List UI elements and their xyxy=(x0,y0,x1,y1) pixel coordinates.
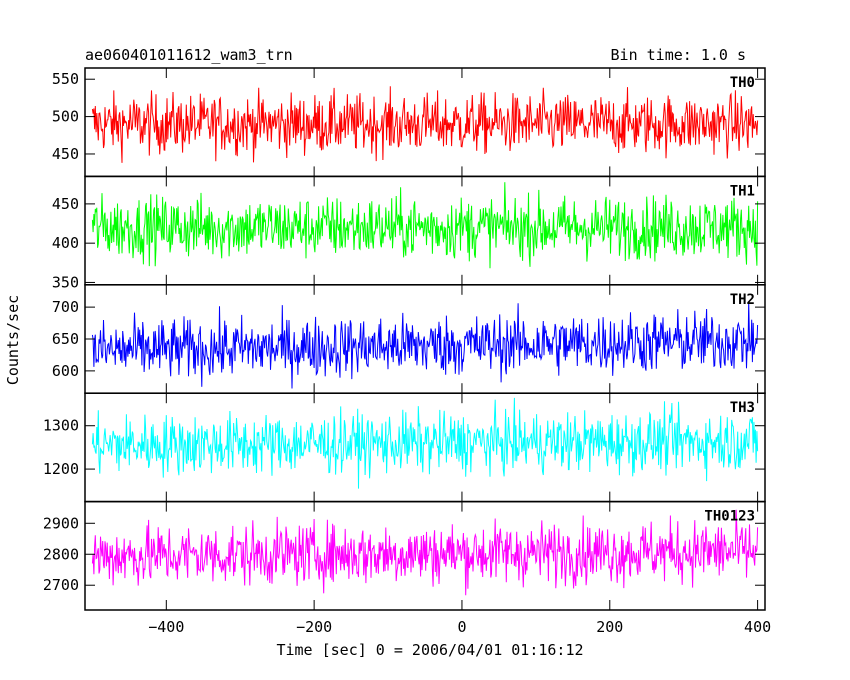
x-tick-label: 0 xyxy=(457,618,466,636)
y-tick-label: 450 xyxy=(52,195,79,213)
y-tick-label: 650 xyxy=(52,330,79,348)
x-axis-title: Time [sec] 0 = 2006/04/01 01:16:12 xyxy=(276,641,583,659)
series-line-th2 xyxy=(91,301,759,389)
chart-title: ae060401011612_wam3_trn xyxy=(85,46,293,64)
y-tick-label: 400 xyxy=(52,234,79,252)
x-tick-label: 400 xyxy=(744,618,771,636)
x-tick-label: 200 xyxy=(596,618,623,636)
panel-label-th1: TH1 xyxy=(730,183,755,199)
panel-label-th0123: TH0123 xyxy=(704,509,755,525)
x-tick-label: −400 xyxy=(148,618,184,636)
y-tick-label: 700 xyxy=(52,298,79,316)
bin-time-label: Bin time: 1.0 s xyxy=(611,46,746,64)
series-line-th3 xyxy=(91,397,759,489)
y-tick-label: 2700 xyxy=(43,576,79,594)
y-tick-label: 350 xyxy=(52,273,79,291)
panel-frame-th0123 xyxy=(84,500,766,611)
y-tick-label: 1300 xyxy=(43,417,79,435)
y-tick-label: 550 xyxy=(52,70,79,88)
series-line-th0 xyxy=(91,86,759,163)
y-tick-label: 500 xyxy=(52,108,79,126)
y-axis-title: Counts/sec xyxy=(4,295,22,385)
x-tick-label: −200 xyxy=(296,618,332,636)
y-tick-label: 450 xyxy=(52,145,79,163)
y-tick-label: 2900 xyxy=(43,514,79,532)
series-line-th1 xyxy=(91,182,759,269)
panels-group: 450 500 550 TH0 350 400 450 TH1 600 650 700 TH2 1200… xyxy=(43,67,771,636)
y-tick-label: 600 xyxy=(52,362,79,380)
panel-label-th3: TH3 xyxy=(730,400,755,416)
panel-label-th2: TH2 xyxy=(730,292,755,308)
series-line-th0123 xyxy=(91,509,759,596)
panel-label-th0: TH0 xyxy=(730,75,755,91)
y-tick-label: 1200 xyxy=(43,460,79,478)
y-tick-label: 2800 xyxy=(43,545,79,563)
